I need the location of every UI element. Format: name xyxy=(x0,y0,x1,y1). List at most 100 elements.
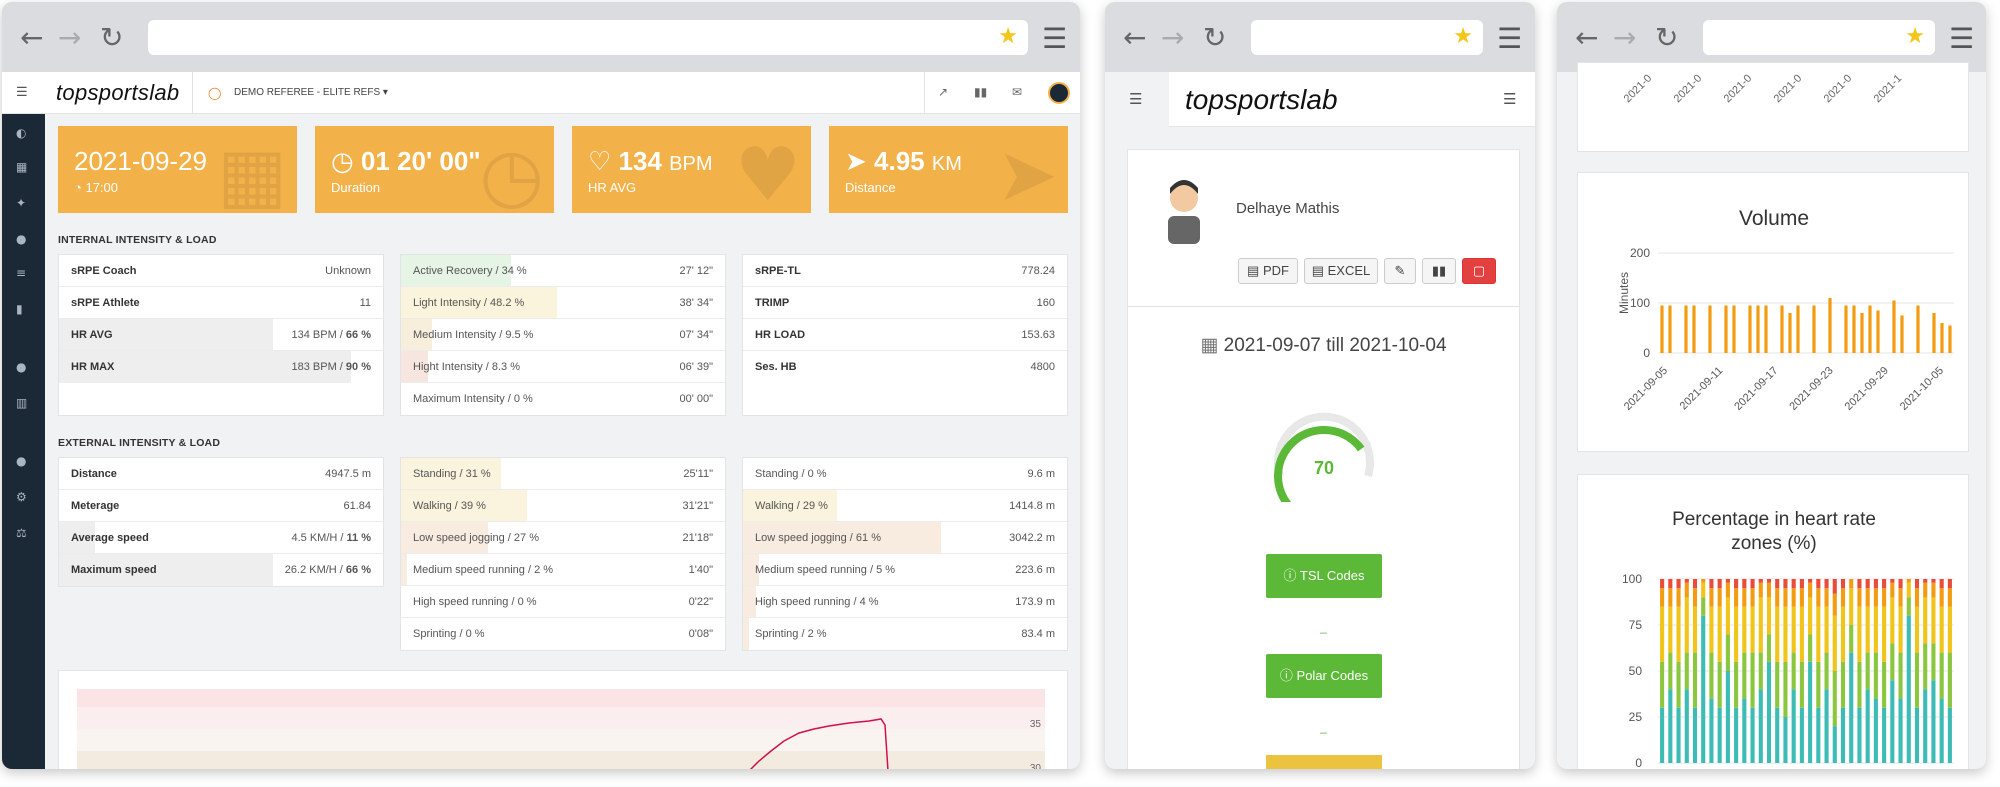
app-header: ☰ topsportslab ◯ DEMO REFEREE - ELITE RE… xyxy=(2,72,1080,114)
bookmark-star-icon[interactable]: ★ xyxy=(998,24,1018,49)
sidebar-toggle-icon[interactable]: ☰ xyxy=(16,84,28,99)
metric-row: HR AVG 134 BPM / 66 % xyxy=(59,319,383,351)
signal-icon[interactable]: ▮▮ xyxy=(974,85,988,99)
address-bar[interactable]: ★ xyxy=(1703,20,1935,55)
reload-icon[interactable]: ↻ xyxy=(100,21,124,54)
hrz-bar-segment xyxy=(1668,652,1673,690)
export-icon[interactable]: ↗ xyxy=(938,85,949,99)
bookmark-star-icon[interactable]: ★ xyxy=(1453,24,1473,49)
hrz-bar-segment xyxy=(1865,588,1870,607)
tsl-codes-button[interactable]: ⓘ TSL Codes xyxy=(1266,554,1382,598)
forward-icon[interactable]: → xyxy=(58,21,82,54)
gauge-value: 70 xyxy=(1314,458,1334,478)
reload-icon[interactable]: ↻ xyxy=(1203,21,1227,54)
hrz-bar-segment xyxy=(1750,588,1755,607)
row-label: HR MAX xyxy=(71,361,115,373)
metric-row: Average speed 4.5 KM/H / 11 % xyxy=(59,522,383,554)
row-label: Medium speed running / 5 % xyxy=(755,564,896,576)
sidebar-settings-icon[interactable]: ⚙ xyxy=(16,490,27,504)
hrz-bar-segment xyxy=(1931,582,1936,598)
next-codes-button[interactable] xyxy=(1266,755,1382,769)
reload-icon[interactable]: ↻ xyxy=(1655,21,1679,54)
metric-row: High speed running / 0 % 0'22" xyxy=(401,586,725,618)
sidebar-users-icon[interactable]: ● xyxy=(16,360,27,374)
hrz-bar-segment xyxy=(1709,652,1714,699)
metric-row: Walking / 39 % 31'21" xyxy=(401,490,725,522)
hrz-bar-segment xyxy=(1709,698,1714,763)
sidebar-dashboard-icon[interactable]: ◐ xyxy=(16,126,27,140)
polar-codes-button[interactable]: ⓘ Polar Codes xyxy=(1266,654,1382,698)
excel-button[interactable]: ▤ EXCEL xyxy=(1304,258,1378,284)
forward-icon[interactable]: → xyxy=(1613,21,1637,54)
hrz-bar-segment xyxy=(1717,606,1722,662)
volume-bar xyxy=(1948,325,1952,353)
internal-load-panel: sRPE-TL 778.24 TRIMP 160 HR LOAD 153.63 Ses. H… xyxy=(742,254,1068,416)
back-icon[interactable]: ← xyxy=(20,21,44,54)
menu-icon[interactable]: ☰ xyxy=(1503,91,1517,108)
hrz-bar-segment xyxy=(1808,582,1813,598)
hrz-bar-segment xyxy=(1742,698,1747,763)
hrz-bar-segment xyxy=(1840,606,1846,662)
athlete-avatar xyxy=(1162,172,1206,244)
hrz-bar-segment xyxy=(1882,661,1887,708)
hrz-bar-segment xyxy=(1676,606,1681,662)
metric-row: Medium speed running / 5 % 223.6 m xyxy=(743,554,1067,586)
address-bar[interactable]: ★ xyxy=(148,20,1028,55)
sidebar-library-icon[interactable]: ▥ xyxy=(16,396,28,410)
bookmark-star-icon[interactable]: ★ xyxy=(1905,24,1925,49)
sidebar-stats-icon[interactable]: ▮ xyxy=(16,302,23,316)
hrz-bar-segment xyxy=(1766,579,1772,583)
back-icon[interactable]: ← xyxy=(1575,21,1599,54)
heart-rate-chart: 35 30 xyxy=(77,689,1045,769)
row-label: Ses. HB xyxy=(755,361,797,373)
row-label: Average speed xyxy=(71,532,149,544)
address-bar[interactable]: ★ xyxy=(1251,20,1483,55)
hrz-bar-segment xyxy=(1857,588,1862,607)
volume-bar xyxy=(1668,305,1672,353)
sidebar-profile-icon[interactable]: ● xyxy=(16,454,27,468)
hrz-bar-segment xyxy=(1906,615,1911,763)
kpi-hr-label: HR AVG xyxy=(588,180,637,195)
edit-button[interactable]: ✎ xyxy=(1384,258,1416,284)
metric-row: Standing / 31 % 25'11" xyxy=(401,458,725,490)
hrz-bar-segment xyxy=(1734,588,1739,607)
browser-menu-icon[interactable]: ☰ xyxy=(1042,22,1068,55)
browser-window-dashboard: ← → ↻ ★ ☰ ☰ topsportslab ◯ DEMO REFEREE … xyxy=(2,2,1080,769)
volume-bar xyxy=(1900,315,1904,353)
hrz-bar-segment xyxy=(1660,579,1665,589)
hrz-bar-segment xyxy=(1808,597,1813,635)
sidebar-team-icon[interactable]: ● xyxy=(16,232,27,246)
hrz-bar-segment xyxy=(1808,661,1813,763)
hrz-bar-segment xyxy=(1923,597,1928,644)
sidebar-activity-icon[interactable]: ✦ xyxy=(16,196,27,210)
sidebar-balance-icon[interactable]: ⚖ xyxy=(16,526,27,540)
row-label: Hight Intensity / 8.3 % xyxy=(413,361,520,373)
signal-button[interactable]: ▮▮ xyxy=(1422,258,1456,284)
delete-button[interactable]: ▢ xyxy=(1462,258,1496,284)
sidebar-list-icon[interactable]: ≡ xyxy=(16,266,27,280)
hr-axis-label-30: 30 xyxy=(1030,763,1042,769)
brand-logo: topsportslab xyxy=(1185,84,1338,115)
browser-toolbar: ← → ↻ ★ ☰ xyxy=(1105,2,1535,72)
browser-menu-icon[interactable]: ☰ xyxy=(1497,22,1523,55)
sidebar-toggle-icon[interactable]: ☰ xyxy=(1129,91,1143,108)
hrz-bar-segment xyxy=(1865,652,1870,690)
sidebar-calendar-icon[interactable]: ▦ xyxy=(16,160,28,174)
forward-icon[interactable]: → xyxy=(1161,21,1185,54)
mail-icon[interactable]: ✉ xyxy=(1012,85,1023,99)
heart-rate-line xyxy=(749,718,889,769)
browser-menu-icon[interactable]: ☰ xyxy=(1949,22,1975,55)
org-dropdown[interactable]: DEMO REFEREE - ELITE REFS ▾ xyxy=(234,87,388,98)
external-left-panel: Distance 4947.5 m Meterage 61.84 Average spe… xyxy=(58,457,384,587)
row-value: 25'11" xyxy=(683,468,713,480)
volume-bar xyxy=(1692,305,1696,353)
hrz-bar-segment xyxy=(1668,606,1673,653)
metric-row: Medium speed running / 2 % 1'40" xyxy=(401,554,725,586)
hrz-bar-segment xyxy=(1865,606,1870,653)
metric-row: sRPE Athlete 11 xyxy=(59,287,383,319)
back-icon[interactable]: ← xyxy=(1123,21,1147,54)
user-avatar[interactable] xyxy=(1048,82,1070,104)
hrz-bar-segment xyxy=(1676,707,1681,763)
pdf-button[interactable]: ▤ PDF xyxy=(1238,258,1298,284)
